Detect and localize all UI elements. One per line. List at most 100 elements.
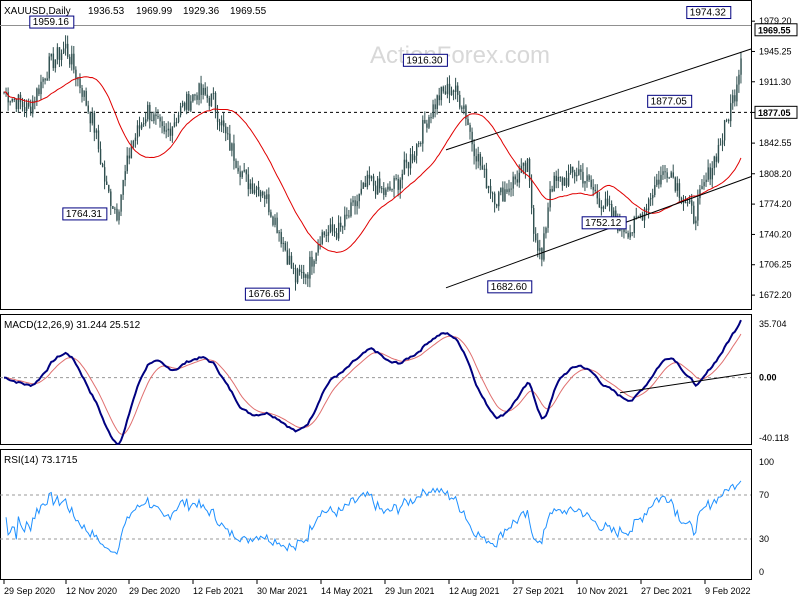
candle-body [502,187,504,202]
candle-body [691,200,693,206]
candle-body [52,53,55,69]
x-tick-label: 29 Sep 2020 [4,586,55,596]
candle-body [684,202,687,204]
candle-body [596,191,599,199]
candle-body [481,165,484,170]
candle-body [188,94,190,111]
candle-body [539,248,541,251]
x-tick-label: 12 Aug 2021 [449,586,500,596]
candle-body [7,92,9,103]
candle-body [181,102,184,107]
candle-body [389,186,391,190]
x-tick-label: 29 Dec 2020 [129,586,180,596]
candle-body [186,94,188,110]
candle-body [93,112,96,133]
candle-body [303,272,305,278]
ohlc-low: 1929.36 [183,6,220,17]
candle-body [259,191,262,197]
candle-body [241,171,243,178]
candle-body [629,232,631,238]
candle-body [327,232,330,236]
rsi-panel-frame [0,449,752,580]
candle-body [590,179,592,187]
candle-body [212,92,215,94]
rsi-y-tick-label: 70 [759,490,769,500]
candle-body [520,165,523,173]
candle-body [17,94,20,110]
candle-body [338,222,340,239]
candle-body [670,172,672,178]
candle-body [686,202,689,204]
candle-body [157,116,159,118]
candle-body [85,90,87,106]
candle-body [145,119,147,124]
annotation-label: 1676.65 [248,289,285,300]
candle-body [9,101,11,103]
candle-body [662,171,664,175]
candle-body [732,95,734,104]
candle-body [530,181,533,209]
candle-body [428,117,430,128]
candle-body [362,182,365,189]
candle-body [506,189,508,193]
candle-body [387,186,389,190]
candle-body [645,208,648,211]
candle-body [403,159,406,174]
candle-body [340,222,342,227]
candle-body [711,168,714,180]
candle-body [541,248,543,260]
candle-body [487,185,490,189]
candle-body [77,78,79,80]
candle-body [190,101,192,111]
price-y-tick-label: 1808.20 [759,169,792,179]
candle-body [42,78,44,82]
x-tick-label: 12 Feb 2021 [193,586,244,596]
annotation-box [62,207,108,221]
current-price-tag-box [754,23,798,37]
candle-body [465,105,467,120]
candle-body [477,154,479,162]
candle-body [344,214,346,227]
candle-body [210,93,213,106]
candle-body [175,121,178,123]
candle-body [471,131,473,145]
candle-body [526,158,529,172]
candle-body [440,86,443,101]
candle-body [438,95,440,101]
candle-body [290,255,293,268]
candle-body [214,92,217,112]
candle-body [161,121,163,127]
candle-body [87,105,89,112]
candle-body [715,156,718,162]
candle-body [725,119,728,121]
candle-body [418,143,420,145]
candle-body [79,78,81,89]
candle-body [136,125,139,138]
candle-body [218,122,221,126]
candle-body [381,188,383,190]
rsi-title: RSI(14) 73.1715 [4,455,78,466]
candle-body [313,260,315,267]
candle-body [103,167,106,182]
candle-body [430,117,432,119]
candle-body [580,169,582,172]
candle-body [132,141,135,147]
candle-body [99,148,102,164]
candle-body [19,94,22,102]
candle-body [463,105,465,109]
candle-body [608,203,611,205]
candle-body [705,179,707,183]
candle-body [11,98,14,102]
candle-body [432,104,434,118]
candle-body [288,255,291,265]
candle-body [668,177,670,179]
candle-body [719,144,722,146]
candle-body [641,214,644,221]
candle-body [124,171,126,181]
candle-body [32,100,34,114]
candle-body [233,143,235,161]
candle-body [138,125,141,129]
candle-body [272,216,274,225]
